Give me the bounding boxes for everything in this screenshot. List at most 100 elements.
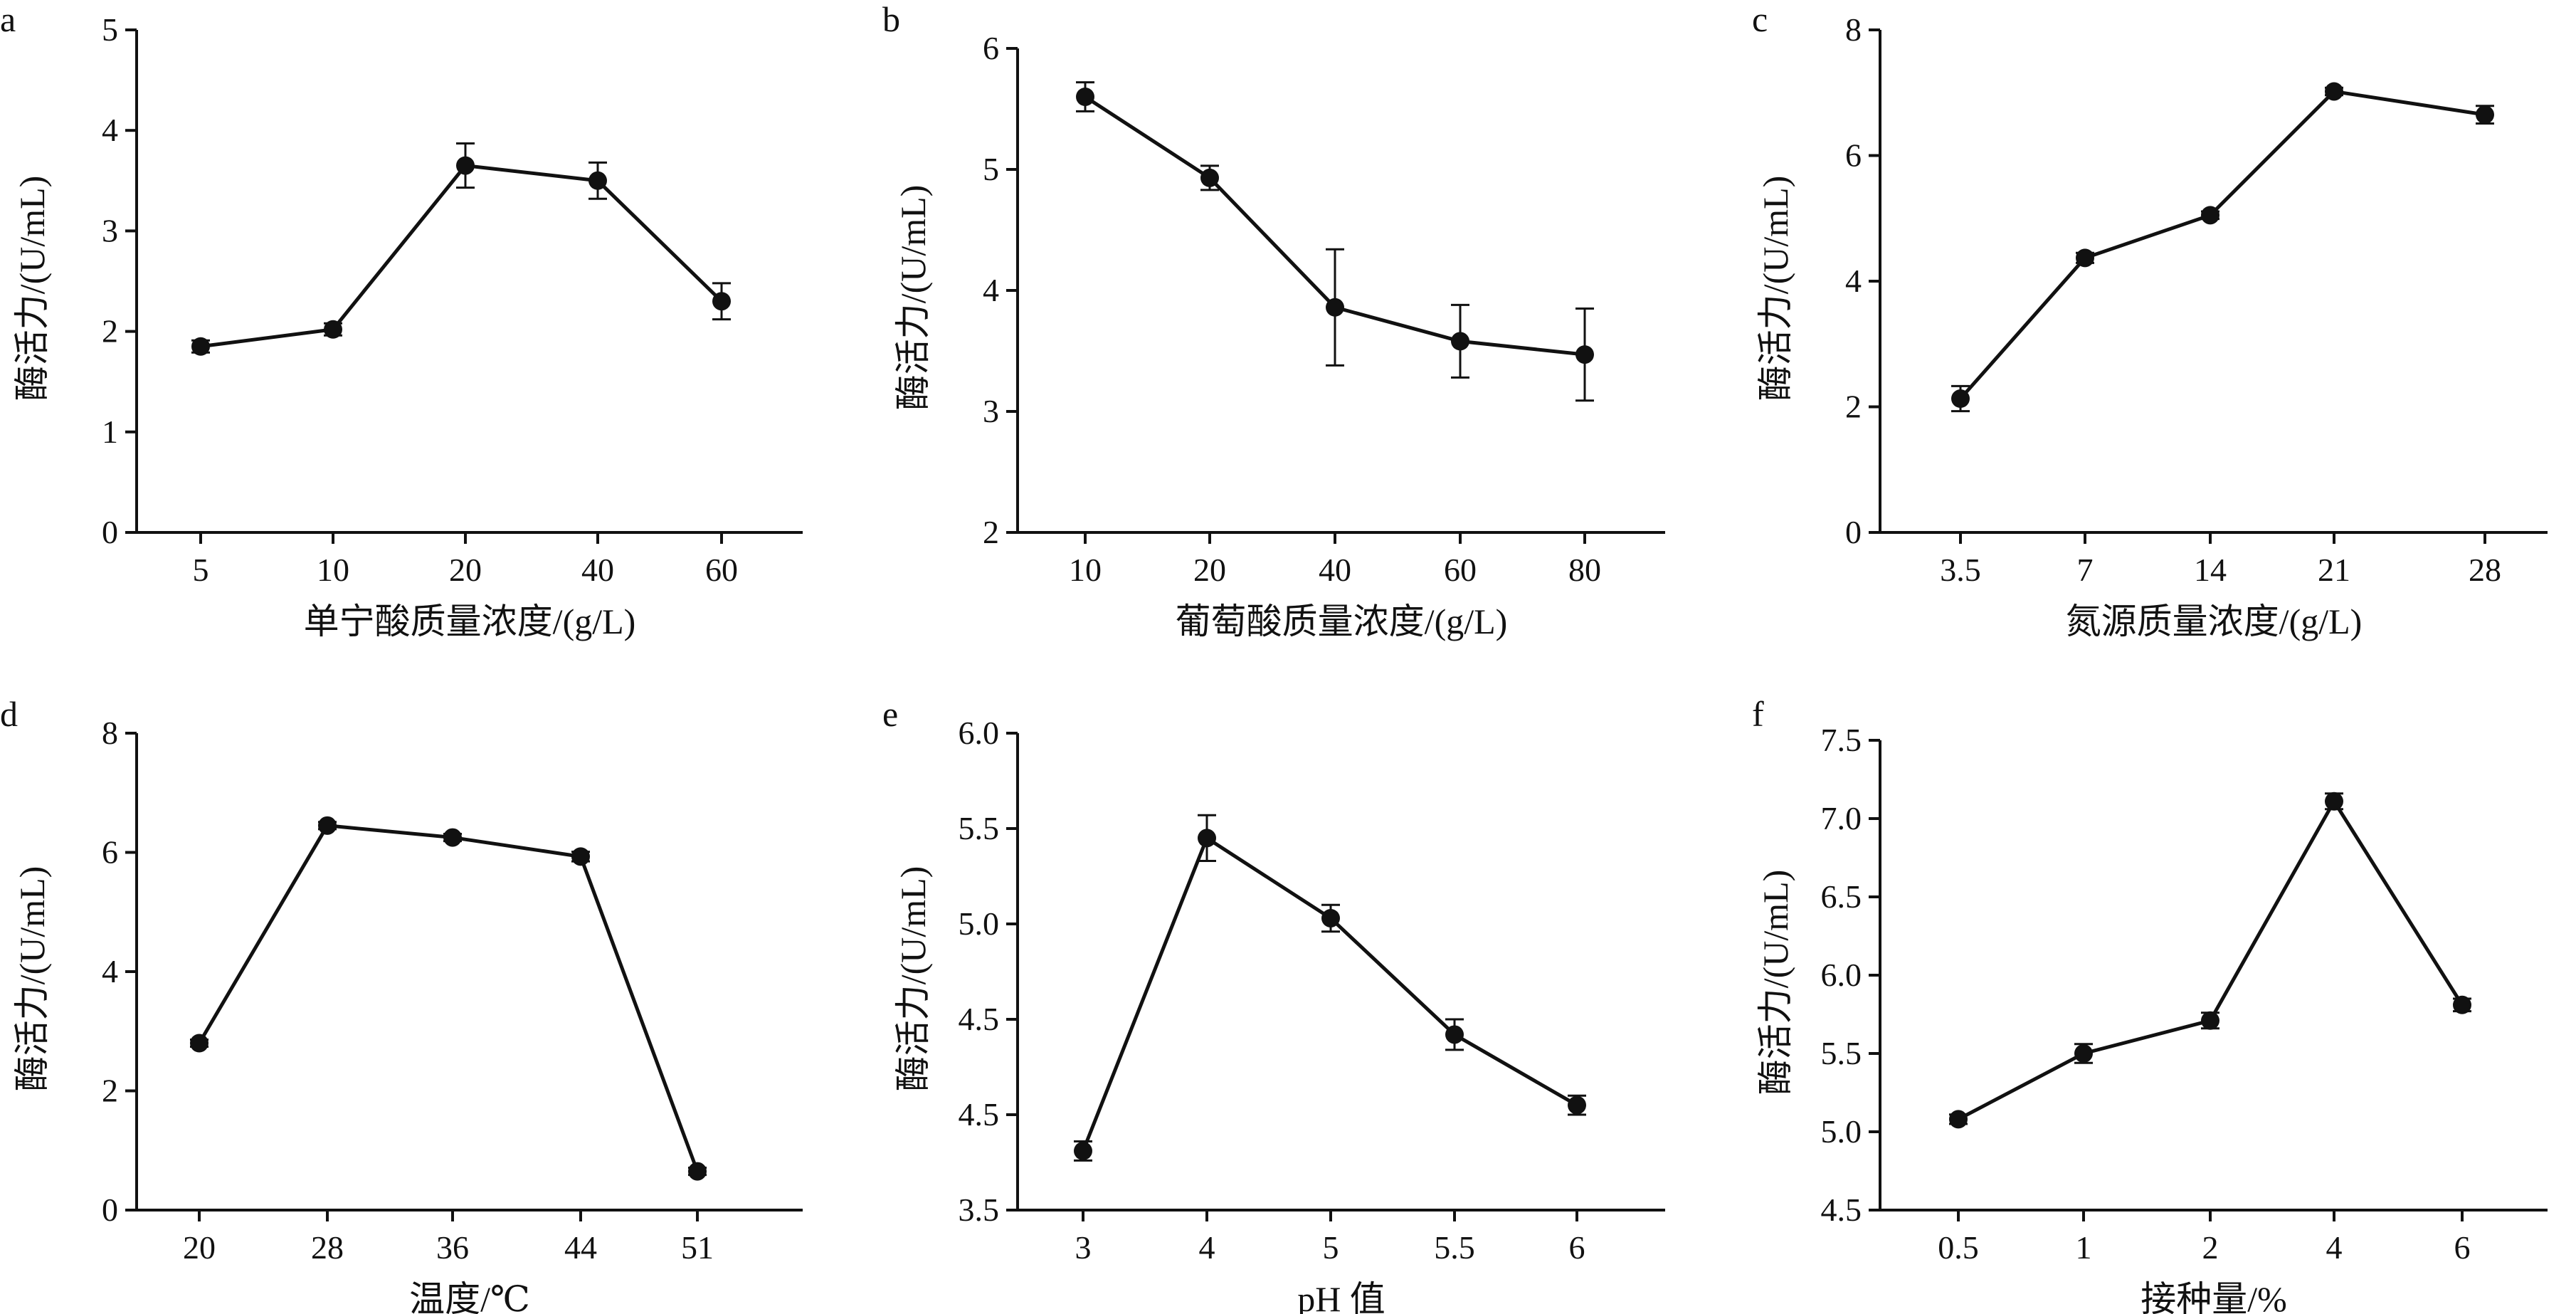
x-tick-label: 5 [193, 552, 209, 588]
data-point [2325, 792, 2343, 811]
x-tick-label: 4 [1199, 1229, 1215, 1266]
y-tick-label: 7.0 [1821, 800, 1862, 836]
data-point [1074, 1141, 1092, 1160]
y-tick-label: 3.5 [959, 1192, 1000, 1228]
x-tick-label: 10 [317, 552, 349, 588]
x-tick-label: 40 [581, 552, 614, 588]
panel-letter: e [882, 694, 898, 734]
data-point [1200, 168, 1219, 187]
data-point [1076, 88, 1094, 106]
y-tick-label: 6.5 [1821, 878, 1862, 915]
panel-letter: a [0, 0, 16, 39]
x-tick-label: 80 [1568, 552, 1601, 588]
data-point [2201, 206, 2219, 225]
y-tick-label: 0 [102, 1192, 118, 1228]
series-line [197, 824, 700, 1172]
x-tick-label: 10 [1069, 552, 1102, 588]
x-tick-label: 0.5 [1938, 1229, 1979, 1266]
data-point [2453, 995, 2471, 1014]
x-tick-label: 20 [1193, 552, 1226, 588]
data-point [1198, 829, 1216, 848]
x-tick-label: 2 [2202, 1229, 2219, 1266]
y-tick-label: 4 [102, 112, 118, 148]
chart-panel-d: d 0 2 4 6 8 20 28 36 44 51 温度/℃ 酶活力/(U/mL) [0, 694, 803, 1314]
x-tick-label: 21 [2318, 552, 2350, 588]
y-tick-label: 6 [102, 834, 118, 871]
x-tick-label: 5 [1323, 1229, 1339, 1266]
data-point [2074, 1044, 2093, 1063]
series-line [200, 163, 723, 349]
x-axis-title: 氮源质量浓度/(g/L) [2066, 601, 2363, 641]
data-point [190, 1034, 208, 1053]
data-point [1326, 298, 1344, 317]
y-tick-label: 8 [1845, 11, 1862, 48]
y-tick-label: 5 [983, 151, 999, 187]
y-tick-label: 7.5 [1821, 722, 1862, 758]
x-tick-label: 3 [1075, 1229, 1092, 1266]
y-axis-title: 酶活力/(U/mL) [1756, 870, 1795, 1095]
x-tick-label: 1 [2076, 1229, 2092, 1266]
y-axis-title: 酶活力/(U/mL) [893, 866, 933, 1092]
y-tick-label: 5.5 [1821, 1035, 1862, 1071]
y-tick-label: 3 [983, 393, 999, 429]
y-tick-label: 2 [983, 514, 999, 550]
data-point [1951, 389, 1970, 409]
chart-panel-f: f 4.5 5.0 5.5 6.0 6.5 7.0 7.5 0.5 1 2 4 6 接种量/% 酶活力/(U… [1752, 694, 2548, 1314]
data-point [1575, 345, 1594, 364]
x-tick-label: 60 [705, 552, 738, 588]
data-point [688, 1162, 707, 1181]
y-tick-label: 4.5 [1821, 1192, 1862, 1228]
x-tick-label: 6 [1569, 1229, 1585, 1266]
data-point [456, 156, 475, 175]
x-tick-label: 60 [1444, 552, 1477, 588]
y-tick-label: 5.5 [959, 810, 1000, 846]
y-tick-label: 3 [102, 212, 118, 248]
y-axis-title: 酶活力/(U/mL) [12, 176, 52, 401]
data-point [2201, 1011, 2219, 1030]
panel-letter: d [0, 694, 18, 734]
x-tick-label: 51 [681, 1229, 714, 1266]
chart-panel-b: b 2 3 4 5 6 10 20 40 60 80 葡萄酸质量浓度/(g/L) 酶活力/(U/mL) [882, 0, 1665, 641]
y-tick-label: 5 [102, 11, 118, 48]
x-axis-title: pH 值 [1297, 1279, 1385, 1314]
x-tick-label: 7 [2077, 552, 2094, 588]
x-axis-title: 温度/℃ [409, 1279, 530, 1314]
x-tick-label: 14 [2194, 552, 2227, 588]
y-tick-label: 6.0 [1821, 957, 1862, 993]
y-tick-label: 1 [102, 414, 118, 450]
y-tick-label: 5.0 [959, 905, 1000, 942]
x-tick-label: 36 [436, 1229, 469, 1266]
y-tick-label: 6 [983, 30, 999, 66]
panel-letter: c [1752, 0, 1768, 39]
x-axis-title: 接种量/% [2140, 1279, 2287, 1314]
data-point [571, 847, 590, 866]
data-point [712, 292, 731, 311]
y-tick-label: 4 [102, 953, 118, 989]
y-tick-label: 8 [102, 715, 118, 751]
y-axis-title: 酶活力/(U/mL) [893, 185, 933, 411]
series-line [1081, 835, 1578, 1152]
data-point [318, 816, 337, 835]
series-line [1959, 89, 2486, 400]
data-point [2476, 105, 2494, 125]
x-axis-title: 葡萄酸质量浓度/(g/L) [1176, 601, 1508, 641]
y-tick-label: 2 [1845, 389, 1862, 425]
x-tick-label: 5.5 [1434, 1229, 1475, 1266]
data-point [1949, 1110, 1968, 1129]
data-point [1445, 1025, 1464, 1044]
x-tick-label: 40 [1319, 552, 1351, 588]
x-tick-label: 44 [564, 1229, 597, 1266]
y-tick-label: 4 [1845, 263, 1862, 299]
x-axis-title: 单宁酸质量浓度/(g/L) [304, 601, 636, 641]
series-line [1957, 797, 2464, 1121]
y-tick-label: 4.5 [959, 1001, 1000, 1037]
x-tick-label: 3.5 [1940, 552, 1981, 588]
data-point [191, 337, 210, 356]
y-tick-label: 6.0 [959, 715, 1000, 751]
y-tick-label: 2 [102, 1073, 118, 1109]
y-tick-label: 0 [102, 514, 118, 550]
y-tick-label: 5.0 [1821, 1113, 1862, 1150]
y-axis-title: 酶活力/(U/mL) [1756, 176, 1795, 401]
chart-panel-c: c 0 2 4 6 8 3.5 7 14 21 28 氮源质量浓度/(g/L) 酶活力/(U/mL) [1752, 0, 2548, 641]
